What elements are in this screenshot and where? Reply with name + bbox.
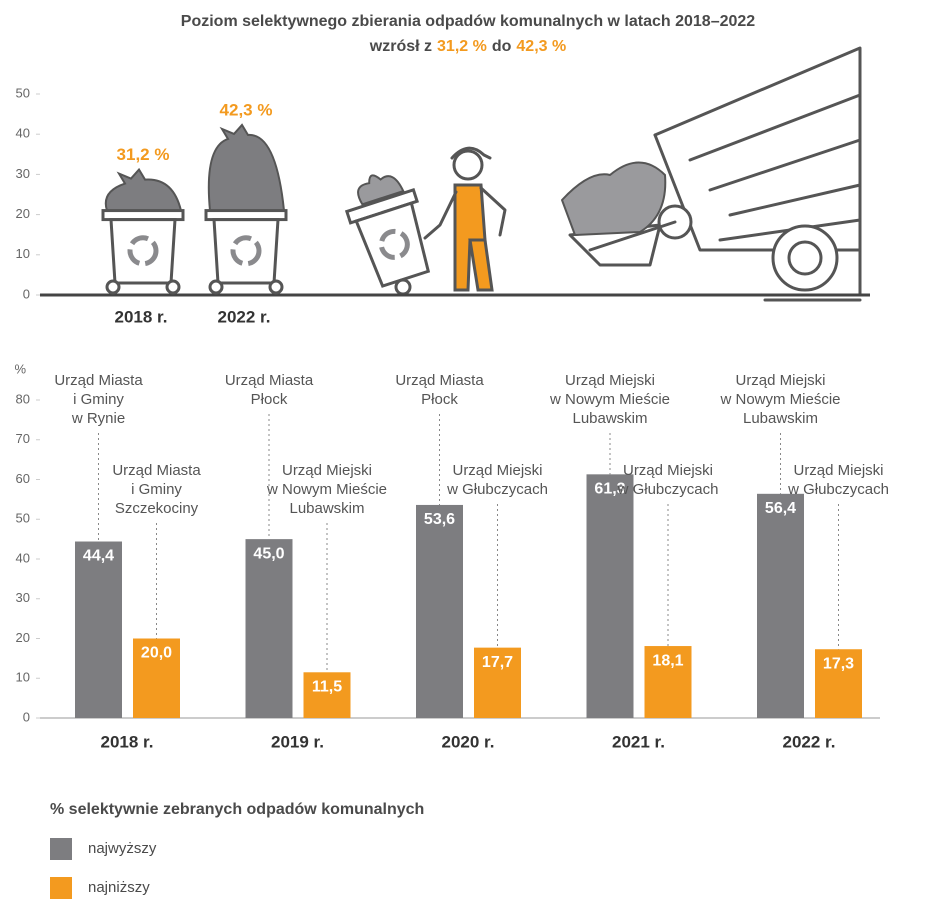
x-tick-label: 2021 r.: [612, 732, 665, 751]
bar: [416, 504, 463, 718]
annotation: Urząd Miasta: [225, 372, 314, 389]
annotation: Lubawskim: [743, 410, 818, 427]
x-tick-label: 2018 r.: [115, 307, 168, 326]
annotation: Szczekociny: [115, 500, 199, 517]
bin-body: [212, 218, 280, 285]
value-label: 61,3: [594, 481, 625, 498]
y-tick-label: 10: [16, 670, 30, 685]
legend-label: najniższy: [88, 879, 150, 896]
value-label: 42,3 %: [220, 100, 273, 119]
y-tick-label: 60: [16, 471, 30, 486]
recycle-icon: [230, 235, 262, 267]
truck-illustration: [561, 46, 862, 302]
bar: [815, 649, 862, 718]
x-tick-label: 2020 r.: [442, 732, 495, 751]
subtitle: wzrósł z 31,2 % do 42,3 %: [369, 38, 566, 55]
y-tick-label: 40: [16, 126, 30, 141]
bar: [644, 646, 692, 718]
value-label: 44,4: [83, 548, 114, 565]
legend-swatch: [50, 877, 72, 899]
bag-pile: [104, 167, 183, 212]
recycle-icon: [127, 235, 159, 267]
value-label: 31,2 %: [117, 145, 170, 164]
subtitle-part: 42,3 %: [516, 38, 566, 55]
annotation: w Głubczycach: [787, 481, 889, 498]
y-tick-label: 70: [16, 431, 30, 446]
legend-swatch: [50, 838, 72, 860]
bin-wheel: [105, 279, 121, 295]
annotation: Urząd Miasta: [112, 462, 201, 479]
annotation: Lubawskim: [572, 410, 647, 427]
bag-pile: [207, 123, 286, 212]
y-axis-label: %: [14, 361, 26, 376]
x-tick-label: 2018 r.: [101, 732, 154, 751]
value-label: 17,7: [482, 654, 513, 671]
y-tick-label: 0: [23, 286, 30, 301]
bar: [245, 539, 293, 718]
value-label: 18,1: [652, 652, 683, 669]
worker-illustration: [344, 146, 507, 296]
annotation: Urząd Miejski: [793, 462, 883, 479]
y-tick-label: 80: [16, 391, 30, 406]
bar: [303, 672, 351, 718]
annotation: w Rynie: [71, 410, 125, 427]
annotation: i Gminy: [131, 481, 182, 498]
bar: [474, 647, 521, 718]
value-label: 20,0: [141, 645, 172, 662]
annotation: Płock: [251, 391, 288, 408]
annotation: Urząd Miasta: [395, 372, 484, 389]
y-tick-label: 30: [16, 590, 30, 605]
annotation: Płock: [421, 391, 458, 408]
y-tick-label: 0: [23, 709, 30, 724]
x-tick-label: 2019 r.: [271, 732, 324, 751]
bar: [133, 638, 180, 718]
bin-wheel: [268, 279, 284, 295]
y-tick-label: 50: [16, 511, 30, 526]
annotation: w Nowym Mieście: [266, 481, 387, 498]
y-tick-label: 20: [16, 206, 30, 221]
bin-wheel: [208, 279, 224, 295]
x-tick-label: 2022 r.: [218, 307, 271, 326]
annotation: Urząd Miejski: [623, 462, 713, 479]
y-tick-label: 40: [16, 550, 30, 565]
bar: [757, 493, 804, 718]
value-label: 17,3: [823, 655, 854, 672]
title: Poziom selektywnego zbierania odpadów ko…: [181, 13, 756, 30]
bin-body: [109, 218, 177, 285]
annotation: w Nowym Mieście: [719, 391, 840, 408]
subtitle-part: do: [492, 38, 512, 55]
annotation: w Głubczycach: [446, 481, 548, 498]
value-label: 11,5: [312, 679, 342, 696]
annotation: Urząd Miejski: [282, 462, 372, 479]
value-label: 53,6: [424, 511, 455, 528]
annotation: w Nowym Mieście: [549, 391, 670, 408]
bin-wheel: [165, 279, 181, 295]
bar: [586, 474, 634, 718]
annotation: Urząd Miejski: [735, 372, 825, 389]
annotation: w Głubczycach: [617, 481, 719, 498]
annotation: Urząd Miejski: [452, 462, 542, 479]
y-tick-label: 10: [16, 246, 30, 261]
y-tick-label: 30: [16, 166, 30, 181]
annotation: Urząd Miasta: [54, 372, 143, 389]
y-tick-label: 20: [16, 630, 30, 645]
bar: [75, 541, 122, 718]
subtitle-part: 31,2 %: [437, 38, 487, 55]
value-label: 56,4: [765, 500, 796, 517]
subtitle-part: wzrósł z: [369, 38, 432, 55]
annotation: Urząd Miejski: [565, 372, 655, 389]
value-label: 45,0: [253, 545, 284, 562]
y-tick-label: 50: [16, 85, 30, 100]
legend-title: % selektywnie zebranych odpadów komunaln…: [50, 801, 424, 818]
x-tick-label: 2022 r.: [783, 732, 836, 751]
annotation: i Gminy: [73, 391, 124, 408]
legend-label: najwyższy: [88, 840, 157, 857]
annotation: Lubawskim: [289, 500, 364, 517]
